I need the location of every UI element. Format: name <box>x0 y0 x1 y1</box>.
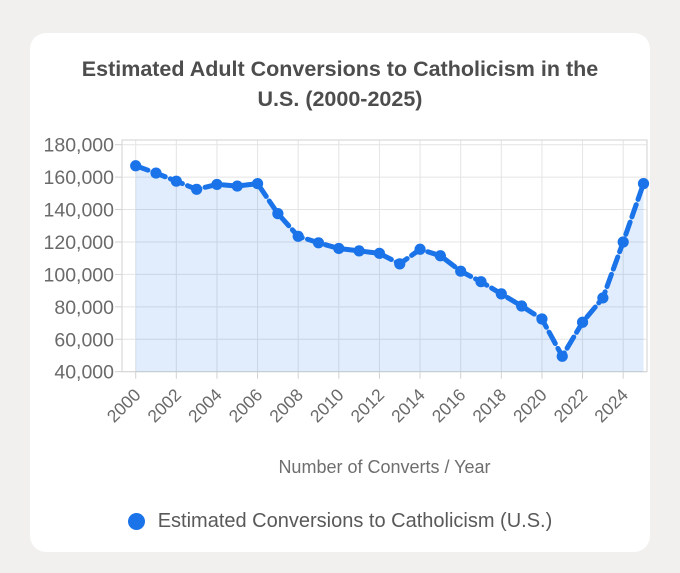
svg-text:2012: 2012 <box>347 385 389 427</box>
x-axis-labels: 2000200220042006200820102012201420162018… <box>103 385 632 427</box>
legend-marker-icon <box>127 512 145 530</box>
svg-text:60,000: 60,000 <box>54 329 114 351</box>
legend-label: Estimated Conversions to Catholicism (U.… <box>157 509 553 532</box>
svg-text:40,000: 40,000 <box>54 362 114 384</box>
chart-card: Estimated Adult Conversions to Catholici… <box>30 33 650 552</box>
x-axis-title: Number of Converts / Year <box>278 457 491 477</box>
svg-text:100,000: 100,000 <box>44 264 115 286</box>
svg-text:2004: 2004 <box>184 385 226 427</box>
svg-text:2002: 2002 <box>143 385 185 427</box>
svg-text:2006: 2006 <box>225 385 267 427</box>
svg-text:2010: 2010 <box>306 385 348 427</box>
svg-text:2018: 2018 <box>468 385 510 427</box>
svg-text:2022: 2022 <box>550 385 592 427</box>
svg-text:2000: 2000 <box>103 385 145 427</box>
svg-text:2016: 2016 <box>428 385 470 427</box>
y-axis-labels: 40,000 60,000 80,000 100,000 120,000 140,000 1… <box>44 135 115 384</box>
plot-border <box>121 139 648 373</box>
area-fill <box>135 165 644 372</box>
svg-text:180,000: 180,000 <box>44 135 115 157</box>
chart-legend: Estimated Conversions to Catholicism (U.… <box>30 506 650 536</box>
data-points <box>130 160 650 362</box>
chart-title: Estimated Adult Conversions to Catholici… <box>81 57 599 112</box>
data-line <box>133 163 646 359</box>
axis-ticks <box>115 144 624 379</box>
conversions-line-chart: 40,000 60,000 80,000 100,000 120,000 140,000 1… <box>44 135 650 427</box>
svg-text:2008: 2008 <box>265 385 307 427</box>
svg-text:140,000: 140,000 <box>44 200 115 222</box>
svg-text:120,000: 120,000 <box>44 232 115 254</box>
svg-text:80,000: 80,000 <box>54 297 114 319</box>
svg-text:160,000: 160,000 <box>44 167 115 189</box>
svg-text:2020: 2020 <box>509 385 551 427</box>
svg-text:2014: 2014 <box>387 385 429 427</box>
svg-text:2024: 2024 <box>590 385 632 427</box>
